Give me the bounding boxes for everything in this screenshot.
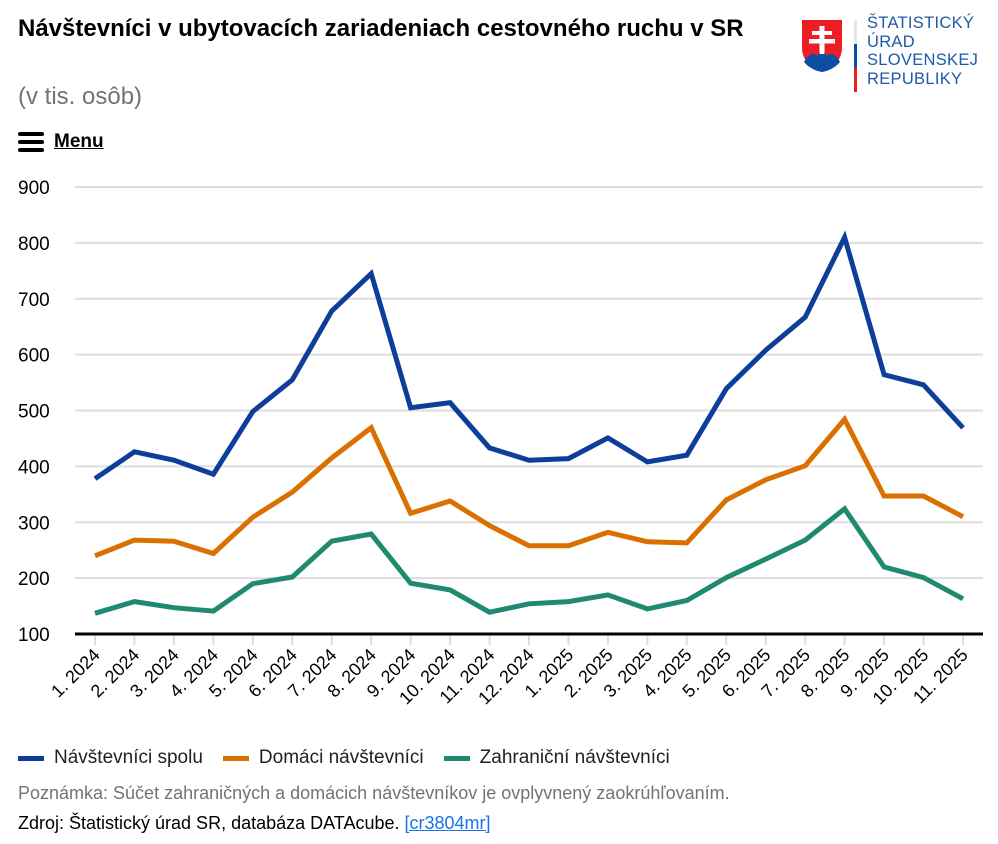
legend-item-foreign[interactable]: Zahraniční návštevníci [443,747,670,769]
logo-divider [854,20,857,92]
y-tick-label: 600 [18,346,50,367]
source-text: Zdroj: Štatistický úrad SR, databáza DAT… [18,813,405,833]
legend-label: Domáci návštevníci [258,747,424,768]
legend-label: Zahraniční návštevníci [479,747,670,768]
logo-line: ÚRAD [867,32,915,51]
logo-line: REPUBLIKY [867,69,963,88]
y-tick-label: 700 [18,290,50,311]
legend-swatch [443,755,470,761]
logo-line: ŠTATISTICKÝ [867,14,975,32]
y-tick-label: 400 [18,457,50,478]
series-line-0 [93,230,965,481]
y-tick-label: 800 [18,234,50,255]
menu-label[interactable]: Menu [54,131,104,152]
source-line: Zdroj: Štatistický úrad SR, databáza DAT… [18,813,491,834]
chart-subtitle: (v tis. osôb) [18,83,143,110]
y-tick-label: 100 [18,625,50,646]
legend: Návštevníci spolu Domáci návštevníci Zah… [18,747,670,769]
series-line-2 [94,505,965,616]
y-tick-label: 300 [18,513,50,534]
footnote: Poznámka: Súčet zahraničných a domácich … [18,783,730,803]
legend-swatch [18,755,44,761]
susr-logo: ŠTATISTICKÝ ÚRAD SLOVENSKEJ REPUBLIKY [800,14,990,94]
legend-label: Návštevníci spolu [54,747,203,768]
y-tick-label: 200 [18,569,50,590]
y-tick-label: 500 [18,402,50,423]
source-link[interactable]: [cr3804mr] [404,813,491,833]
logo-text: ŠTATISTICKÝ ÚRAD SLOVENSKEJ REPUBLIKY [867,14,978,88]
logo-line: SLOVENSKEJ [867,51,979,69]
y-tick-label: 900 [18,178,50,199]
slovak-coat-of-arms-icon [802,20,842,72]
menu-button[interactable]: Menu [18,131,104,153]
hamburger-icon [18,132,44,152]
legend-item-domestic[interactable]: Domáci návštevníci [222,747,424,769]
legend-item-total[interactable]: Návštevníci spolu [18,747,203,769]
chart-title: Návštevníci v ubytovacích zariadeniach c… [18,15,744,42]
series-line-1 [94,414,965,559]
legend-swatch [222,755,249,761]
